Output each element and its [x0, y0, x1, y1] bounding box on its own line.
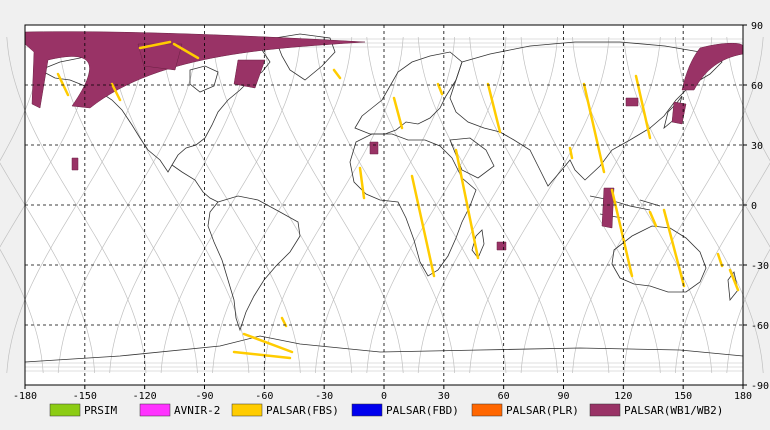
orbit-track	[0, 248, 44, 374]
y-tick-label: -60	[751, 321, 769, 332]
y-tick-label: 90	[751, 21, 763, 32]
legend-swatch	[49, 403, 81, 417]
fbs-strip-australia	[648, 210, 658, 228]
orbit-track	[0, 36, 44, 162]
wb-swath-alaska-inner	[137, 43, 183, 71]
wb-swath-indonesia	[601, 187, 615, 229]
legend-swatch	[471, 403, 503, 417]
x-tick-labels: -180 -150 -120 -90 -60 -30 0 30 60 90 120 150 180	[13, 385, 752, 402]
x-tick-label: 120	[614, 391, 632, 402]
legend-label: AVNIR-2	[174, 404, 220, 417]
fbs-strip-indonesia-2	[662, 208, 686, 288]
legend-label: PALSAR(PLR)	[506, 404, 579, 417]
x-tick-label: -60	[255, 391, 273, 402]
legend-label: PRSIM	[84, 404, 117, 417]
fbs-strip-europe-2	[436, 82, 444, 96]
fbs-strip-europe-1	[392, 96, 404, 130]
coastline-madagascar	[471, 229, 485, 259]
x-tick-label: -90	[195, 391, 213, 402]
fbs-strip-alaska-3	[56, 72, 70, 97]
y-tick-labels: 90 60 30 0 -30 -60 -90	[743, 21, 769, 392]
legend-swatch	[351, 403, 383, 417]
coastline-australia	[611, 225, 707, 293]
fbs-strip-greenland	[332, 68, 342, 80]
orbit-track	[469, 36, 610, 374]
orbit-track	[726, 36, 770, 162]
y-tick-label: -90	[751, 381, 769, 392]
orbit-track	[109, 36, 250, 374]
y-tick-label: 60	[751, 81, 763, 92]
fbs-strip-newzealand	[728, 268, 740, 292]
fbs-strip-africa-1	[454, 148, 480, 260]
legend-swatch	[139, 403, 171, 417]
wb-swath-pacific-island	[71, 157, 79, 171]
coastline-arabia	[449, 137, 495, 179]
fbs-strip-antarctica-1	[242, 332, 294, 354]
legend-label: PALSAR(WB1/WB2)	[624, 404, 723, 417]
legend: PRSIM AVNIR-2 PALSAR(FBS) PALSAR(FBD) PALSAR…	[49, 403, 723, 417]
x-tick-label: 30	[438, 391, 450, 402]
orbit-track	[572, 36, 713, 374]
orbit-track	[6, 36, 147, 374]
wb-swath-china	[625, 97, 639, 107]
y-tick-label: 0	[751, 201, 757, 212]
fbs-strips	[56, 40, 740, 360]
fbs-strip-india	[568, 146, 574, 160]
x-tick-label: -30	[315, 391, 333, 402]
wb-swath-alaska-arc	[24, 31, 366, 109]
fbs-strip-sahara	[358, 166, 366, 200]
legend-swatch	[589, 403, 621, 417]
x-tick-label: -150	[73, 391, 97, 402]
wb-swaths	[24, 31, 744, 251]
coastline-asia	[449, 41, 723, 187]
fbs-strip-antarctica-2	[232, 350, 292, 360]
x-tick-label: -180	[13, 391, 37, 402]
map-grid	[25, 25, 743, 385]
wb-swath-kamchatka	[681, 43, 744, 91]
fbs-strip-canada	[110, 82, 122, 102]
wb-swath-madagascar-east	[496, 241, 507, 251]
legend-label: PALSAR(FBD)	[386, 404, 459, 417]
y-tick-label: 30	[751, 141, 763, 152]
fbs-strip-china	[634, 74, 652, 140]
fbs-strip-pacific	[716, 252, 724, 268]
fbs-strip-indonesia-1	[610, 188, 634, 278]
fbs-strip-siberia	[582, 82, 606, 174]
coastline-south-america	[207, 195, 301, 332]
fbs-strip-alaska-1	[138, 40, 172, 50]
orbit-track	[726, 248, 770, 374]
legend-swatch	[231, 403, 263, 417]
fbs-strip-alaska-2	[172, 42, 200, 60]
wb-swath-japan	[671, 101, 687, 125]
coastline-hudson-bay	[189, 65, 219, 93]
x-tick-label: 0	[381, 391, 387, 402]
x-tick-label: 60	[498, 391, 510, 402]
orbit-track	[212, 36, 353, 374]
orbit-track	[366, 36, 507, 374]
coastline-africa	[349, 133, 477, 277]
legend-label: PALSAR(FBS)	[266, 404, 339, 417]
x-tick-label: 180	[734, 391, 752, 402]
fbs-strip-africa-2	[410, 174, 436, 278]
x-tick-label: 150	[674, 391, 692, 402]
coastline-central-america	[171, 164, 219, 203]
x-tick-label: 90	[557, 391, 569, 402]
coastline-greenland	[274, 33, 336, 81]
fbs-strip-russia	[486, 82, 502, 134]
wb-swath-europe	[369, 141, 379, 155]
y-tick-label: -30	[751, 261, 769, 272]
coastline-antarctica	[24, 335, 744, 363]
wb-swath-canada	[233, 59, 266, 89]
x-tick-label: -120	[133, 391, 157, 402]
